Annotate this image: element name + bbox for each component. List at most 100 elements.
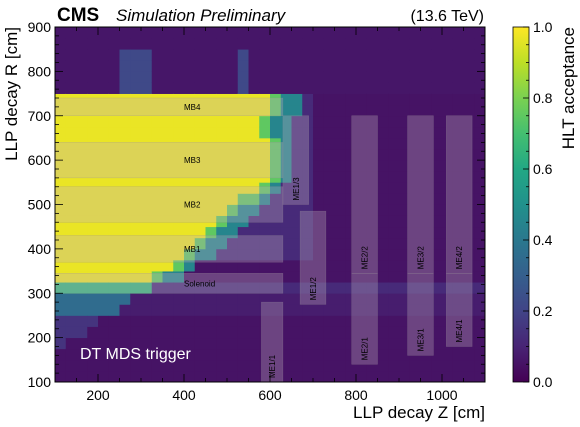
heatmap-cell — [151, 49, 163, 61]
heatmap-cell — [130, 226, 142, 239]
heatmap-cell — [463, 171, 475, 183]
heatmap-cell — [280, 271, 292, 283]
heatmap-cell — [108, 82, 120, 94]
heatmap-cell — [270, 93, 282, 106]
heatmap-cell — [162, 126, 174, 139]
heatmap-cell — [377, 137, 389, 150]
heatmap-cell — [205, 359, 217, 372]
heatmap-cell — [76, 171, 88, 183]
heatmap-cell — [280, 193, 292, 205]
heatmap-cell — [108, 71, 120, 83]
heatmap-cell — [356, 49, 368, 61]
heatmap-cell — [108, 193, 120, 205]
heatmap-cell — [431, 359, 443, 372]
heatmap-cell — [173, 271, 185, 283]
heatmap-cell — [130, 293, 142, 305]
heatmap-cell — [227, 93, 239, 106]
heatmap-cell — [162, 115, 174, 128]
heatmap-cell — [119, 315, 131, 327]
heatmap-cell — [270, 315, 282, 327]
heatmap-cell — [474, 215, 485, 228]
heatmap-cell — [141, 38, 153, 50]
heatmap-cell — [119, 215, 131, 228]
heatmap-cell — [291, 126, 303, 139]
heatmap-cell — [474, 171, 485, 183]
heatmap-cell — [302, 93, 314, 106]
heatmap-cell — [151, 38, 163, 50]
heatmap-cell — [237, 271, 249, 283]
heatmap-cell — [323, 293, 335, 305]
heatmap-cell — [463, 348, 475, 361]
heatmap-cell — [98, 370, 110, 382]
heatmap-cell — [366, 237, 378, 250]
heatmap-cell — [130, 93, 142, 106]
heatmap-cell — [141, 215, 153, 228]
heatmap-cell — [237, 337, 249, 350]
heatmap-cell — [452, 126, 464, 139]
colorbar-tick-label: 0.8 — [533, 90, 553, 106]
heatmap-cell — [141, 49, 153, 61]
heatmap-cell — [151, 337, 163, 350]
heatmap-cell — [248, 137, 260, 150]
region-label: MB4 — [184, 103, 201, 112]
heatmap-cell — [237, 248, 249, 261]
heatmap-cell — [366, 60, 378, 72]
heatmap-cell — [65, 93, 77, 106]
heatmap-cell — [323, 160, 335, 172]
heatmap-cell — [259, 248, 271, 261]
heatmap-cell — [55, 93, 67, 106]
heatmap-cell — [259, 71, 271, 83]
heatmap-cell — [98, 115, 110, 128]
heatmap-cell — [420, 137, 432, 150]
heatmap-cell — [65, 326, 77, 339]
heatmap-cell — [162, 193, 174, 205]
heatmap-cell — [108, 93, 120, 106]
heatmap-cell — [442, 27, 454, 39]
detector-region — [55, 142, 284, 179]
heatmap-cell — [108, 137, 120, 150]
region-label: ME2/2 — [361, 246, 370, 270]
heatmap-cell — [345, 259, 357, 272]
heatmap-cell — [431, 160, 443, 172]
heatmap-cell — [399, 326, 411, 339]
heatmap-cell — [205, 93, 217, 106]
heatmap-cell — [237, 326, 249, 339]
region-label: MB3 — [184, 156, 201, 165]
heatmap-cell — [356, 82, 368, 94]
heatmap-cell — [463, 49, 475, 61]
heatmap-cell — [205, 126, 217, 139]
heatmap-cell — [237, 149, 249, 161]
heatmap-cell — [377, 237, 389, 250]
heatmap-cell — [399, 182, 411, 194]
heatmap-cell — [409, 104, 421, 117]
heatmap-cell — [313, 215, 325, 228]
heatmap-cell — [130, 115, 142, 128]
heatmap-cell — [87, 104, 99, 117]
heatmap-cell — [173, 248, 185, 261]
x-tick-label: 200 — [86, 387, 110, 403]
region-label: Solenoid — [184, 279, 215, 288]
heatmap-cell — [463, 215, 475, 228]
heatmap-cell — [55, 137, 67, 150]
heatmap-cell — [173, 193, 185, 205]
heatmap-cell — [248, 193, 260, 205]
heatmap-cell — [259, 282, 271, 294]
heatmap-cell — [162, 27, 174, 39]
heatmap-cell — [302, 370, 314, 382]
heatmap-cell — [184, 149, 196, 161]
heatmap-cell — [356, 248, 368, 261]
heatmap-cell — [194, 49, 206, 61]
heatmap-cell — [119, 282, 131, 294]
heatmap-cell — [366, 259, 378, 272]
heatmap-cell — [65, 49, 77, 61]
heatmap-cell — [259, 38, 271, 50]
heatmap-cell — [76, 204, 88, 216]
heatmap-cell — [442, 149, 454, 161]
heatmap-cell — [194, 126, 206, 139]
heatmap-cell — [130, 137, 142, 150]
heatmap-cell — [377, 282, 389, 294]
heatmap-cell — [55, 171, 67, 183]
heatmap-cell — [280, 182, 292, 194]
heatmap-cell — [141, 71, 153, 83]
x-tick-label: 800 — [344, 387, 368, 403]
